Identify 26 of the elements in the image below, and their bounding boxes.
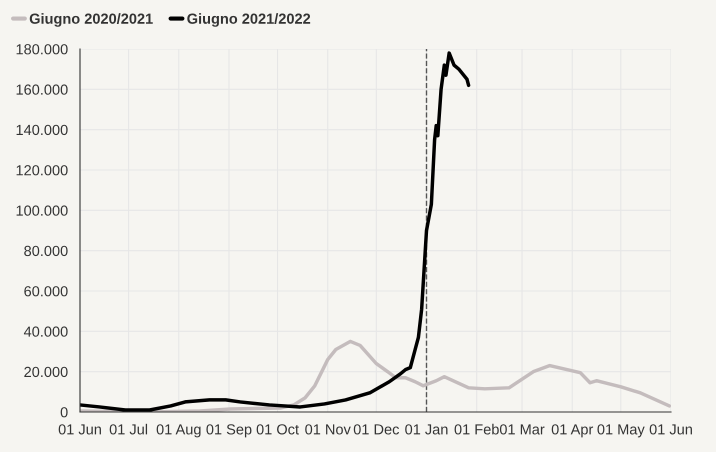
- x-tick-label: 01 Apr: [552, 424, 594, 438]
- y-tick-label: 100.000: [16, 205, 68, 216]
- x-tick-label: 01 Nov: [305, 424, 351, 435]
- x-tick-label: 01 Dec: [354, 424, 400, 435]
- legend-label: Giugno 2021/2022: [187, 13, 310, 27]
- y-tick-label: 80.000: [24, 246, 68, 256]
- y-tick-label: 160.000: [16, 84, 68, 95]
- x-tick-label: 01 Feb: [454, 424, 499, 435]
- x-tick-label: 01 Jun: [58, 424, 101, 435]
- x-tick-label: 01 Sep: [206, 424, 252, 438]
- y-tick-label: 140.000: [16, 124, 68, 136]
- x-tick-label: 01 Aug: [156, 424, 201, 438]
- y-tick-label: 120.000: [16, 165, 68, 176]
- x-tick-label: 01 Jun: [650, 424, 692, 435]
- y-tick-label: 0: [60, 407, 68, 418]
- y-tick-label: 180.000: [16, 44, 68, 54]
- y-tick-label: 40.000: [24, 326, 68, 337]
- x-tick-label: 01 Jul: [110, 424, 148, 435]
- x-tick-label: 01 Mar: [500, 424, 544, 435]
- y-tick-label: 20.000: [24, 366, 68, 378]
- legend-label: Giugno 2020/2021: [30, 13, 153, 27]
- x-tick-label: 01 May: [597, 424, 645, 438]
- y-tick-label: 60.000: [24, 286, 68, 296]
- line-series: [80, 51, 470, 412]
- x-tick-label: 01 Jan: [405, 424, 448, 435]
- x-tick-label: 01 Oct: [256, 424, 299, 435]
